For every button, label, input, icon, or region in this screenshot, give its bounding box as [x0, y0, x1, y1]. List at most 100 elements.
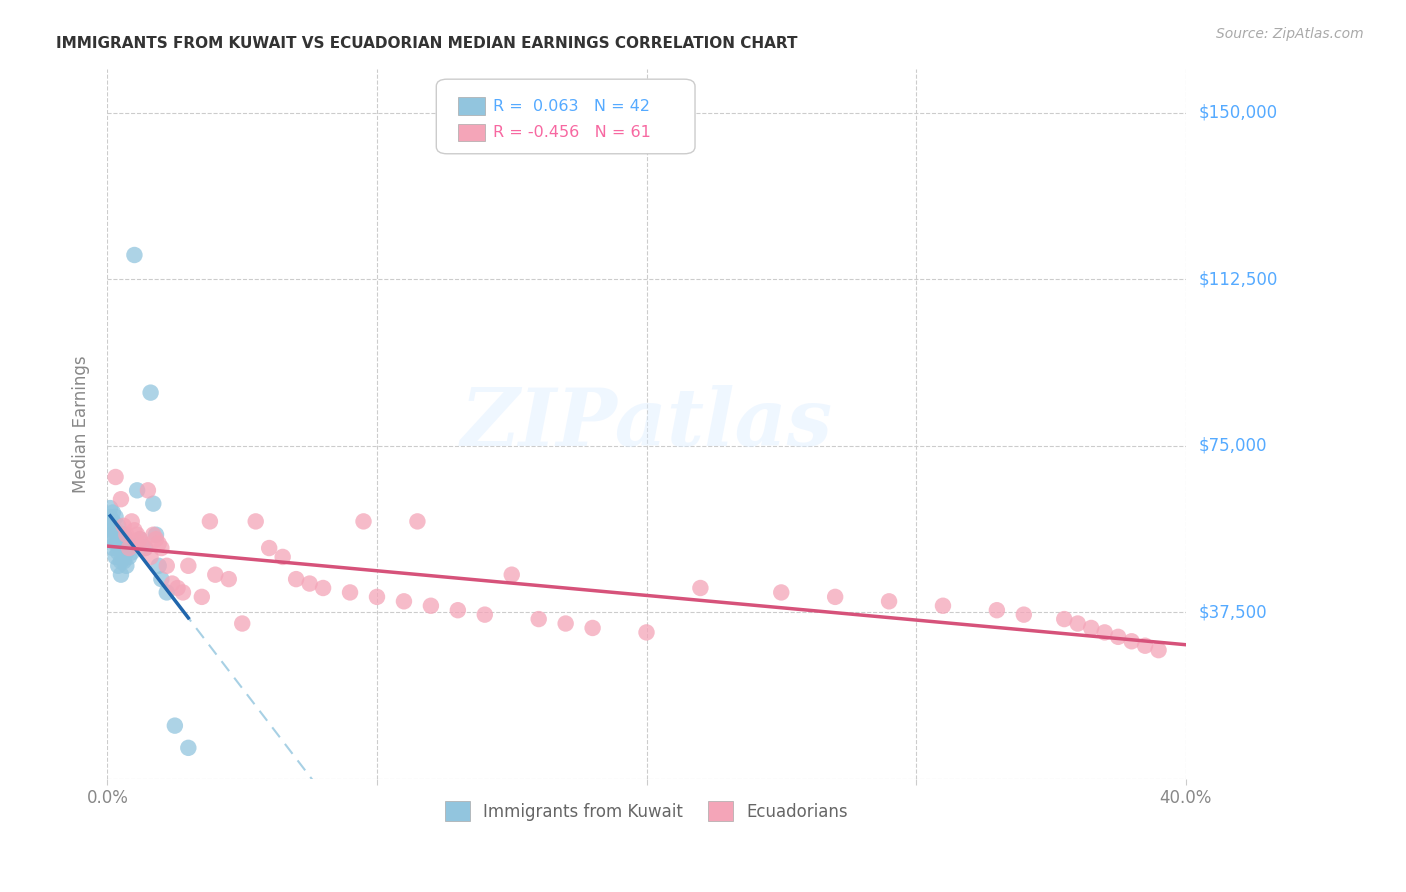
Point	[148, 536, 170, 550]
Point	[104, 549, 127, 564]
Point	[101, 523, 124, 537]
Text: R =  0.063   N = 42: R = 0.063 N = 42	[494, 99, 651, 113]
Point	[124, 248, 146, 262]
Point	[101, 506, 124, 520]
Point	[1012, 607, 1035, 622]
Point	[353, 515, 375, 529]
Point	[136, 483, 159, 498]
Point	[101, 541, 124, 555]
Point	[98, 501, 121, 516]
Point	[107, 545, 129, 559]
Bar	[458, 97, 485, 115]
Point	[527, 612, 550, 626]
Point	[231, 616, 253, 631]
Point	[1094, 625, 1116, 640]
Point	[172, 585, 194, 599]
Point	[115, 545, 138, 559]
Point	[98, 527, 121, 541]
Point	[134, 541, 156, 555]
Point	[166, 581, 188, 595]
Point	[112, 527, 135, 541]
Point	[1067, 616, 1090, 631]
Text: Source: ZipAtlas.com: Source: ZipAtlas.com	[1216, 27, 1364, 41]
Point	[118, 536, 141, 550]
Point	[406, 515, 429, 529]
Text: $112,500: $112,500	[1199, 270, 1278, 288]
Bar	[458, 124, 485, 141]
Point	[156, 558, 179, 573]
Point	[636, 625, 658, 640]
Point	[245, 515, 267, 529]
Point	[271, 549, 294, 564]
Point	[110, 527, 132, 541]
Point	[104, 510, 127, 524]
Point	[163, 718, 186, 732]
Point	[142, 497, 165, 511]
Point	[257, 541, 280, 555]
Point	[191, 590, 214, 604]
Point	[118, 541, 141, 555]
Point	[131, 536, 153, 550]
Point	[366, 590, 388, 604]
Point	[339, 585, 361, 599]
Point	[107, 519, 129, 533]
Point	[770, 585, 793, 599]
Point	[115, 532, 138, 546]
Point	[447, 603, 470, 617]
Point	[98, 510, 121, 524]
Point	[112, 554, 135, 568]
Point	[145, 532, 167, 546]
Point	[110, 492, 132, 507]
Point	[156, 585, 179, 599]
Point	[112, 541, 135, 555]
Point	[177, 558, 200, 573]
Point	[101, 532, 124, 546]
Point	[1107, 630, 1129, 644]
Point	[124, 523, 146, 537]
Point	[101, 515, 124, 529]
Point	[150, 572, 173, 586]
Point	[107, 558, 129, 573]
Point	[112, 519, 135, 533]
Point	[127, 527, 149, 541]
Point	[139, 549, 162, 564]
Point	[128, 532, 150, 546]
Text: Median Earnings: Median Earnings	[72, 355, 90, 492]
Text: ZIPatlas: ZIPatlas	[460, 385, 832, 462]
Point	[581, 621, 603, 635]
Point	[121, 545, 143, 559]
Point	[501, 567, 523, 582]
Point	[204, 567, 226, 582]
Point	[110, 554, 132, 568]
Point	[134, 541, 156, 555]
Point	[128, 532, 150, 546]
Point	[107, 532, 129, 546]
Point	[118, 549, 141, 564]
Point	[148, 558, 170, 573]
Point	[285, 572, 308, 586]
Point	[104, 470, 127, 484]
Point	[689, 581, 711, 595]
Point	[554, 616, 576, 631]
Point	[1053, 612, 1076, 626]
Point	[145, 527, 167, 541]
Point	[474, 607, 496, 622]
Point	[298, 576, 321, 591]
Point	[1133, 639, 1156, 653]
Point	[110, 567, 132, 582]
Point	[115, 527, 138, 541]
Point	[986, 603, 1008, 617]
Point	[218, 572, 240, 586]
Point	[932, 599, 955, 613]
Point	[127, 483, 149, 498]
FancyBboxPatch shape	[436, 79, 695, 153]
Legend: Immigrants from Kuwait, Ecuadorians: Immigrants from Kuwait, Ecuadorians	[432, 788, 862, 835]
Text: $37,500: $37,500	[1199, 603, 1268, 622]
Point	[110, 541, 132, 555]
Point	[104, 523, 127, 537]
Point	[419, 599, 441, 613]
Text: $75,000: $75,000	[1199, 437, 1267, 455]
Point	[104, 536, 127, 550]
Point	[1121, 634, 1143, 648]
Text: $150,000: $150,000	[1199, 104, 1278, 122]
